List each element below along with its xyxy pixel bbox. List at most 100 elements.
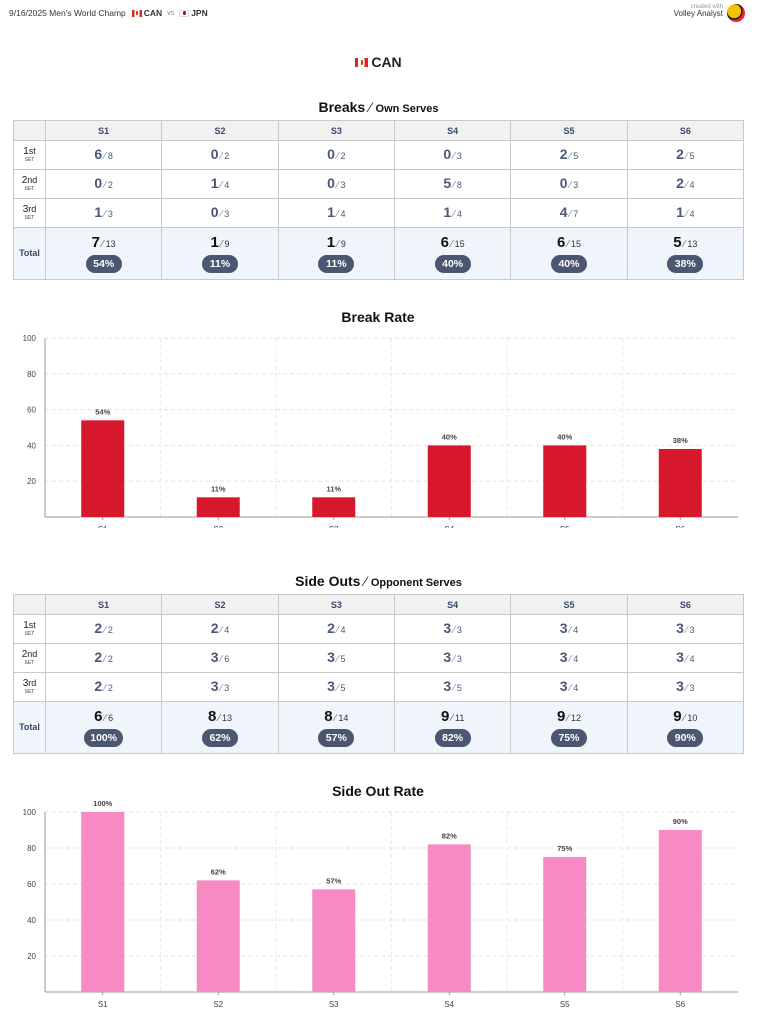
stat-cell: 2 ⁄ 5 <box>510 140 628 170</box>
made-count: 2 <box>559 146 568 162</box>
attempt-count: 2 <box>107 683 113 693</box>
attempt-count: 15 <box>454 239 465 249</box>
stat-cell: 0 ⁄ 2 <box>277 140 395 170</box>
attempt-count: 4 <box>340 209 346 219</box>
credit-app-name: Volley Analyst <box>673 9 723 19</box>
stat-cell: 0 ⁄ 2 <box>44 169 163 199</box>
made-count: 3 <box>559 678 568 694</box>
fraction-slash: ⁄ <box>569 625 572 636</box>
fraction-slash: ⁄ <box>453 625 455 636</box>
attempt-count: 7 <box>573 209 579 219</box>
set-word: SET <box>24 660 35 667</box>
attempt-count: 2 <box>224 151 230 161</box>
stat-cell: 3 ⁄ 4 <box>626 643 745 673</box>
y-tick-label: 80 <box>27 844 36 853</box>
attempt-count: 6 <box>224 654 230 664</box>
set-row: 2nd SET 0 ⁄ 2 1 ⁄ 4 0 ⁄ 3 5 ⁄ 8 0 ⁄ 3 2 ⁄ 4 <box>13 169 745 199</box>
made-count: 2 <box>94 620 103 636</box>
set-suffix: rd <box>28 678 37 689</box>
made-count: 3 <box>443 620 452 636</box>
y-tick-label: 100 <box>23 808 37 817</box>
bar-value-label: 38% <box>673 436 688 445</box>
stat-cell: 3 ⁄ 5 <box>393 672 512 702</box>
credit-small-text: created with <box>690 4 723 10</box>
fraction-slash: ⁄ <box>685 654 688 665</box>
set-suffix: st <box>28 146 36 157</box>
bar-value-label: 57% <box>326 876 341 885</box>
made-count: 0 <box>559 175 568 191</box>
made-count: 0 <box>327 146 335 162</box>
attempt-count: 3 <box>224 683 230 693</box>
away-team-name: JPN <box>191 8 208 18</box>
rotation-header: S3 <box>277 594 395 615</box>
fraction-slash: ⁄ <box>104 209 106 220</box>
made-count: 0 <box>210 204 219 220</box>
bar <box>427 445 471 517</box>
y-tick-label: 40 <box>27 916 36 925</box>
made-count: 6 <box>556 234 566 251</box>
header-row: S1 S2 S3 S4 S5 S6 <box>13 120 745 141</box>
fraction-slash: ⁄ <box>104 654 106 665</box>
total-fraction: 1 ⁄ 9 <box>279 234 394 252</box>
fraction-slash: ⁄ <box>104 713 107 724</box>
attempt-count: 4 <box>573 625 579 635</box>
attempt-count: 4 <box>689 654 695 664</box>
rotation-header: S2 <box>161 120 279 141</box>
x-tick-label: S2 <box>213 525 223 528</box>
percent-badge: 11% <box>201 255 238 273</box>
set-word: SET <box>24 689 35 696</box>
attempt-count: 8 <box>456 180 462 190</box>
bar-value-label: 11% <box>211 484 226 493</box>
fraction-slash: ⁄ <box>104 151 106 162</box>
bar-value-label: 54% <box>95 407 110 416</box>
made-count: 3 <box>210 649 219 665</box>
attempt-count: 3 <box>689 625 695 635</box>
made-count: 3 <box>559 649 568 665</box>
total-cell: 1 ⁄ 9 11% <box>161 227 279 280</box>
x-tick-label: S3 <box>329 525 339 528</box>
fraction-slash: ⁄ <box>220 683 223 694</box>
x-tick-label: S1 <box>98 525 108 528</box>
bar <box>658 448 702 517</box>
made-count: 1 <box>94 204 103 220</box>
total-row: Total 6 ⁄ 6 100% 8 ⁄ 13 62% 8 ⁄ 14 57% 9 ⁄ 11 82% 9 ⁄ 12 75%… <box>13 701 745 754</box>
percent-badge: 75% <box>550 729 587 747</box>
stat-cell: 2 ⁄ 4 <box>626 169 745 199</box>
attempt-count: 4 <box>689 180 695 190</box>
rotation-header: S4 <box>393 594 512 615</box>
total-fraction: 8 ⁄ 13 <box>162 708 277 726</box>
team-heading: CAN <box>0 54 757 70</box>
breaks-title-text: Breaks <box>318 99 366 115</box>
fraction-slash: ⁄ <box>220 625 223 636</box>
made-count: 0 <box>443 146 452 162</box>
made-count: 3 <box>327 649 335 665</box>
attempt-count: 2 <box>107 180 113 190</box>
total-fraction: 7 ⁄ 13 <box>46 234 161 252</box>
fraction-slash: ⁄ <box>569 180 572 191</box>
y-tick-label: 60 <box>27 406 36 415</box>
fraction-slash: ⁄ <box>336 151 339 162</box>
attempt-count: 3 <box>456 151 462 161</box>
break-rate-chart: Break Rate 20 40 60 80 100 54% S1 11% S2 11% S3 40% S… <box>23 309 738 528</box>
made-count: 6 <box>440 234 449 251</box>
set-word: SET <box>24 631 35 638</box>
x-tick-label: S6 <box>675 525 685 528</box>
total-fraction: 9 ⁄ 12 <box>511 708 626 726</box>
total-label: Total <box>13 701 46 754</box>
attempt-count: 9 <box>340 239 346 249</box>
fraction-slash: ⁄ <box>450 239 453 250</box>
y-tick-label: 60 <box>27 880 36 889</box>
set-number: 1 <box>23 146 29 158</box>
attempt-count: 3 <box>107 209 113 219</box>
attempt-count: 3 <box>456 654 462 664</box>
made-count: 3 <box>443 649 452 665</box>
attempt-count: 4 <box>573 683 579 693</box>
canada-flag-icon <box>131 9 142 17</box>
attempt-count: 3 <box>456 625 462 635</box>
bar-value-label: 40% <box>442 432 457 441</box>
made-count: 1 <box>210 234 219 251</box>
set-row: 3rd SET 1 ⁄ 3 0 ⁄ 3 1 ⁄ 4 1 ⁄ 4 4 ⁄ 7 1 ⁄ 4 <box>13 198 745 228</box>
fraction-slash: ⁄ <box>453 180 455 191</box>
set-number: 1 <box>23 620 29 632</box>
fraction-slash: ⁄ <box>685 180 688 191</box>
